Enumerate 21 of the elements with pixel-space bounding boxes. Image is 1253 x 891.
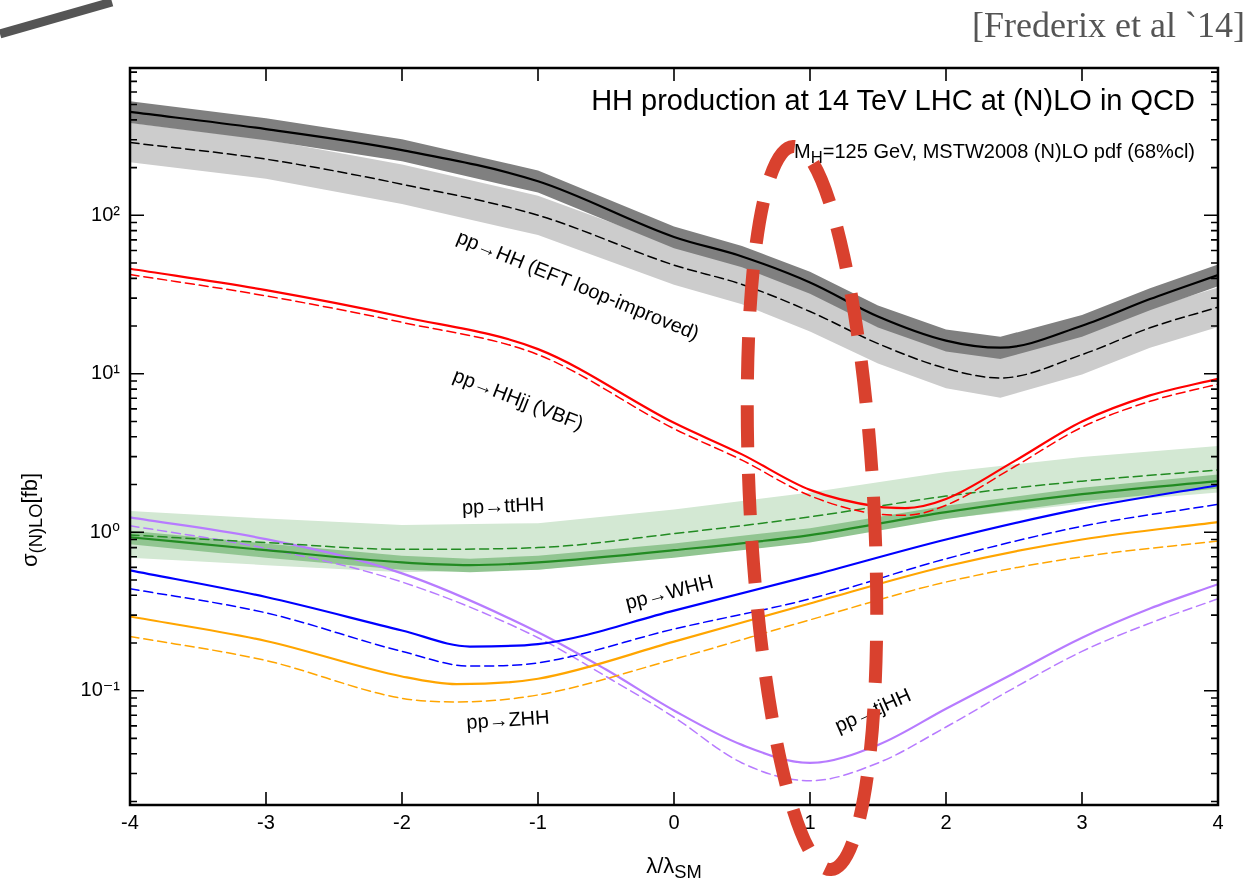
x-tick-label: 4 [1212,810,1224,833]
line-series [130,520,1218,686]
x-tick-label: -2 [393,810,411,833]
x-tick-label: 2 [940,810,952,833]
text: HH production at 14 TeV LHC at (N)LO in QCD [591,84,1195,117]
x-axis-title: λ/λ$_{SM}$ [646,852,702,884]
y-tick-label: 10¹ [91,361,121,384]
line-series [130,484,1218,648]
x-tick-label: -4 [121,810,139,833]
x-tick-label: 1 [804,810,816,833]
x-tick-label: 3 [1076,810,1088,833]
text: [Frederix et al `14] [972,4,1245,46]
text: pp→ttHH [461,492,545,518]
x-tick-label: -1 [529,810,547,833]
y-tick-label: 10⁻¹ [80,678,121,701]
text: M$_{H}$=125 GeV, MSTW2008 (N)LO pdf (68%cl) [794,140,1195,168]
y-tick-label: 10² [91,202,121,225]
x-tick-label: -3 [257,810,275,833]
x-tick-label: 0 [668,810,680,833]
y-tick-label: 10⁰ [89,519,120,542]
series-label: pp→ZHH [465,705,551,734]
